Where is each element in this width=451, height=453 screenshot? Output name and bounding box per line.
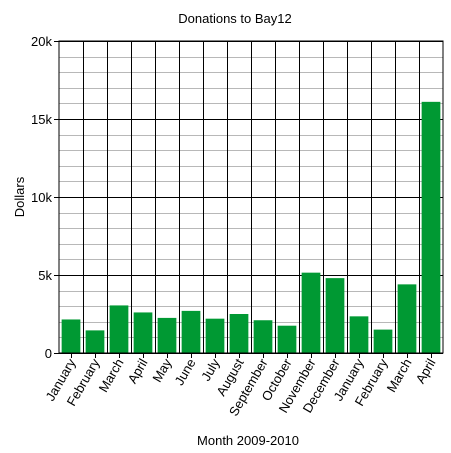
y-axis-label: Dollars [12, 176, 27, 217]
bar [61, 319, 81, 353]
bar [373, 329, 393, 353]
x-tick-label: June [172, 356, 199, 388]
y-tick-label: 5k [38, 268, 52, 283]
bar [349, 316, 369, 353]
bar [325, 278, 345, 353]
x-tick-label: April [413, 356, 439, 386]
bar [133, 312, 153, 353]
bars [61, 101, 441, 353]
chart-title: Donations to Bay12 [178, 11, 291, 26]
bar [277, 325, 297, 353]
bar [301, 272, 321, 353]
bar [229, 314, 249, 353]
bar [181, 310, 201, 353]
x-tick-label: March [96, 356, 127, 395]
y-tick-label: 10k [31, 190, 52, 205]
y-tick-label: 0 [45, 346, 52, 361]
x-tick-label: April [125, 356, 151, 386]
bar [109, 305, 129, 353]
bar [397, 284, 417, 353]
bar [157, 317, 177, 353]
bar [421, 101, 441, 353]
grid [59, 41, 443, 354]
bar [253, 320, 273, 353]
x-axis-label: Month 2009-2010 [197, 433, 299, 448]
y-axis: 0 5k 10k 15k 20k [31, 34, 59, 361]
bar [85, 330, 105, 353]
x-tick-label: March [384, 356, 415, 395]
bar [205, 318, 225, 353]
y-tick-label: 15k [31, 112, 52, 127]
y-tick-label: 20k [31, 34, 52, 49]
